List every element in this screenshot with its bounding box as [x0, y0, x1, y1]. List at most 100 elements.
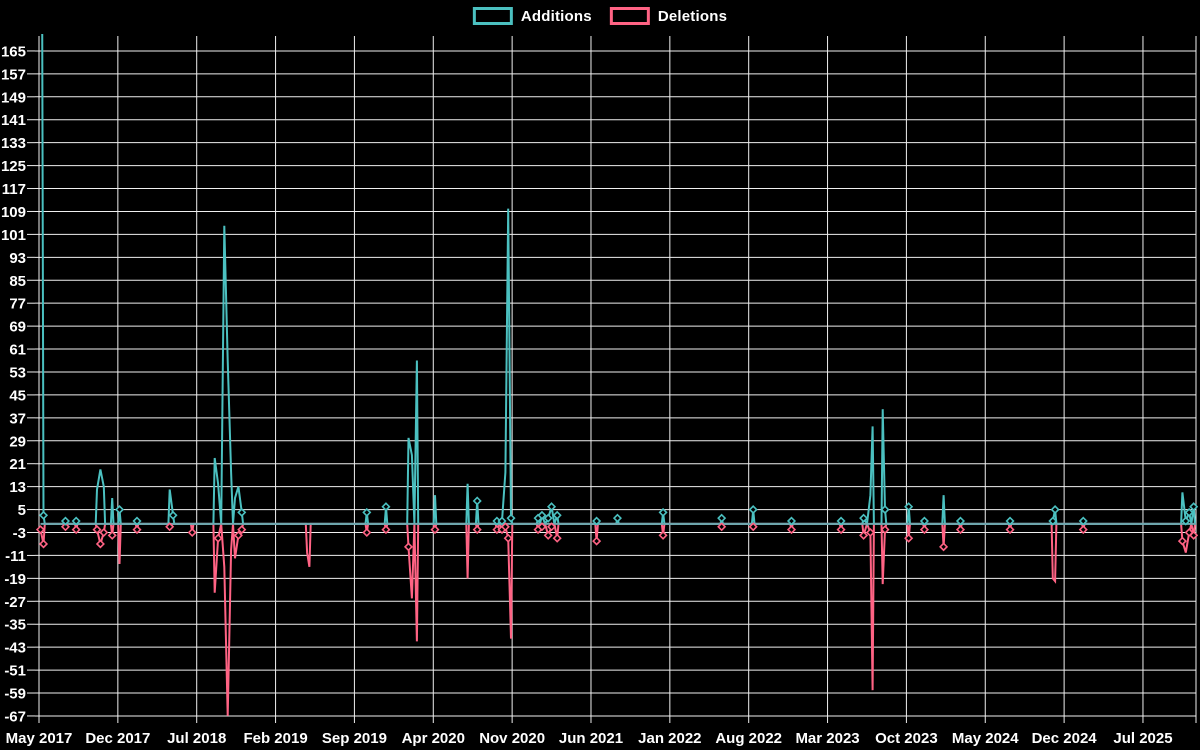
legend-item-additions[interactable]: Additions	[472, 7, 592, 25]
y-tick-label: 165	[1, 43, 26, 60]
point-marker	[658, 530, 668, 540]
point-marker	[880, 505, 890, 515]
x-tick-label: Aug 2022	[715, 730, 782, 747]
point-marker	[919, 525, 929, 535]
y-tick-label: -67	[4, 708, 26, 725]
point-marker	[503, 533, 513, 543]
y-tick-label: 29	[9, 433, 26, 450]
y-tick-label: 61	[9, 342, 26, 359]
y-tick-label: 77	[9, 296, 26, 313]
x-tick-label: Jan 2022	[638, 730, 701, 747]
y-tick-label: 37	[9, 410, 26, 427]
point-marker	[60, 522, 71, 532]
point-marker	[904, 502, 914, 512]
y-gridlines	[27, 50, 1196, 717]
point-marker	[537, 510, 547, 520]
chart-legend: Additions Deletions	[472, 7, 728, 25]
point-marker	[168, 510, 178, 520]
point-marker	[362, 527, 372, 538]
point-marker	[748, 522, 758, 532]
y-tick-label: 125	[1, 158, 26, 175]
x-tick-label: May 2017	[6, 730, 73, 747]
point-marker	[1078, 525, 1088, 535]
point-marker	[381, 525, 391, 535]
point-marker	[472, 525, 482, 535]
x-tick-label: Jul 2018	[167, 730, 226, 747]
point-marker	[472, 496, 482, 506]
point-marker	[1184, 527, 1194, 538]
point-marker	[1177, 536, 1187, 546]
y-tick-label: -35	[4, 617, 26, 634]
point-marker	[403, 542, 414, 552]
y-tick-label: 45	[9, 387, 26, 404]
x-tick-label: Jul 2025	[1113, 730, 1172, 747]
point-marker	[836, 516, 846, 526]
point-marker	[213, 533, 223, 543]
y-tick-label: -19	[4, 571, 26, 588]
point-marker	[115, 505, 125, 515]
point-marker	[748, 505, 758, 515]
point-marker	[904, 533, 914, 543]
point-marker	[1189, 502, 1198, 512]
y-tick-label: 93	[9, 250, 26, 267]
point-marker	[107, 530, 117, 540]
x-tick-label: Mar 2023	[795, 730, 859, 747]
y-tick-label: 141	[1, 112, 26, 129]
point-marker	[92, 525, 102, 535]
y-tick-label: 133	[1, 135, 26, 152]
point-marker	[717, 513, 727, 523]
point-marker	[1005, 525, 1015, 535]
legend-item-deletions[interactable]: Deletions	[609, 7, 728, 25]
point-marker	[1181, 516, 1191, 526]
point-marker	[95, 539, 105, 549]
deletions-legend-label: Deletions	[657, 7, 728, 25]
data-series	[39, 34, 1196, 716]
y-tick-label: -51	[4, 663, 26, 680]
point-marker	[71, 516, 81, 526]
point-marker	[919, 516, 929, 526]
point-marker	[547, 522, 557, 532]
point-marker	[836, 525, 846, 535]
y-tick-label: 13	[9, 479, 26, 496]
y-tick-label: 157	[1, 66, 26, 83]
point-marker	[362, 507, 372, 517]
additions-swatch-icon	[472, 7, 513, 25]
x-tick-label: May 2024	[952, 730, 1019, 747]
y-tick-label: -3	[13, 525, 26, 542]
x-tick-label: Sep 2019	[322, 730, 387, 747]
point-marker	[381, 502, 391, 512]
y-tick-labels: 165 157 149 141 133 125 117 109 101 93 85 77 69 61 53 4…	[1, 43, 26, 725]
point-marker	[1005, 516, 1015, 526]
point-marker	[38, 539, 49, 549]
point-marker	[99, 527, 109, 538]
y-tick-label: 117	[2, 181, 26, 198]
x-tick-label: Nov 2020	[479, 730, 545, 747]
point-marker	[537, 522, 547, 532]
y-tick-label: -27	[4, 594, 26, 611]
point-marker	[592, 516, 602, 526]
point-marker	[543, 530, 553, 540]
point-marker	[552, 510, 562, 520]
point-marker	[500, 522, 510, 532]
y-tick-label: 149	[1, 89, 26, 106]
point-marker	[880, 525, 890, 535]
point-marker	[430, 525, 440, 535]
y-tick-label: 53	[9, 364, 26, 381]
point-marker	[658, 507, 668, 517]
point-marker	[1184, 507, 1194, 517]
point-marker	[552, 533, 562, 543]
x-tick-label: Jun 2021	[559, 730, 623, 747]
point-marker	[60, 516, 71, 526]
point-marker	[38, 510, 49, 520]
point-marker	[132, 525, 142, 535]
point-marker	[955, 525, 966, 535]
point-marker	[592, 536, 602, 546]
point-marker	[865, 527, 875, 538]
x-tick-label: Apr 2020	[402, 730, 465, 747]
point-marker	[165, 522, 175, 532]
y-tick-label: 69	[9, 319, 26, 336]
y-tick-label: 5	[18, 502, 26, 519]
y-tick-label: -11	[5, 548, 26, 565]
